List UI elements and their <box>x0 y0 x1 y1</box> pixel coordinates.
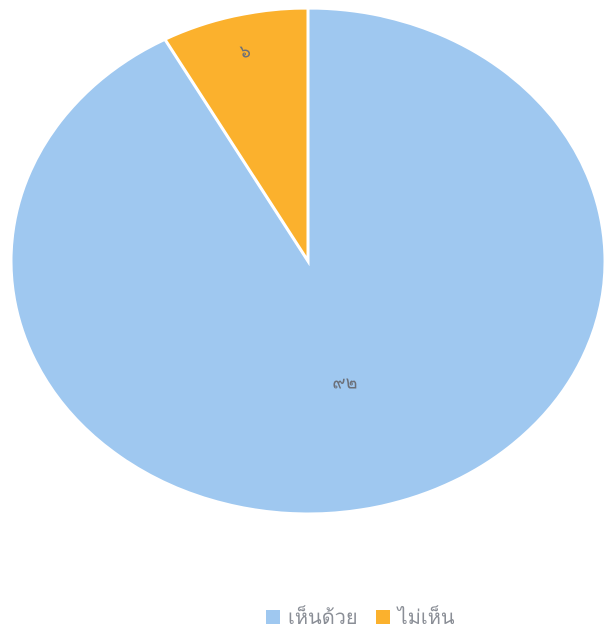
chart-legend: เห็นด้วย ไม่เห็น <box>266 601 455 633</box>
pie-label-agree: ๙๒ <box>332 373 357 394</box>
legend-item-agree: เห็นด้วย <box>266 601 358 633</box>
pie-label-disagree: ๖ <box>239 42 250 63</box>
legend-label-agree: เห็นด้วย <box>288 605 358 629</box>
legend-item-disagree: ไม่เห็น <box>375 601 455 633</box>
legend-swatch-disagree <box>375 610 390 624</box>
pie-data-labels: ๙๒ ๖ <box>239 42 357 394</box>
legend-label-disagree: ไม่เห็น <box>397 605 455 629</box>
pie-slice-disagree <box>162 6 310 267</box>
legend-swatch-agree <box>266 610 280 624</box>
pie-slices <box>9 6 605 516</box>
